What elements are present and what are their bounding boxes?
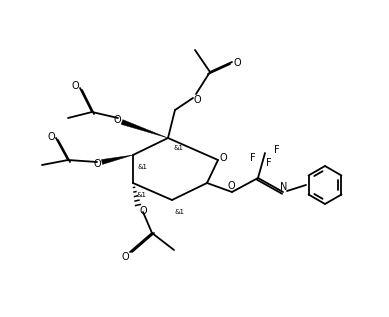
Polygon shape <box>102 155 133 165</box>
Text: O: O <box>93 159 101 169</box>
Text: O: O <box>113 115 121 125</box>
Text: O: O <box>71 81 79 91</box>
Text: O: O <box>139 206 147 216</box>
Polygon shape <box>121 120 168 138</box>
Text: O: O <box>121 252 129 262</box>
Text: O: O <box>47 132 55 142</box>
Text: &1: &1 <box>137 192 147 198</box>
Text: F: F <box>250 153 256 163</box>
Text: &1: &1 <box>138 164 148 170</box>
Text: O: O <box>193 95 201 105</box>
Text: &1: &1 <box>174 145 184 151</box>
Text: O: O <box>233 58 241 68</box>
Text: F: F <box>274 145 280 155</box>
Text: &1: &1 <box>175 209 185 215</box>
Text: F: F <box>266 158 272 168</box>
Text: N: N <box>280 182 288 192</box>
Text: O: O <box>227 181 235 191</box>
Text: O: O <box>219 153 227 163</box>
